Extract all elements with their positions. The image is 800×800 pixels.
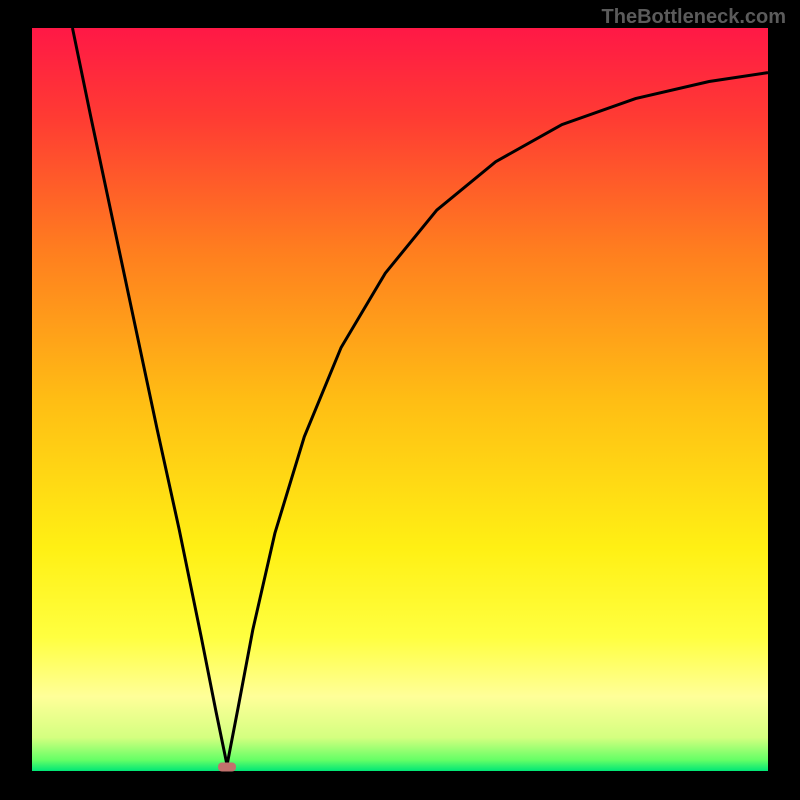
minimum-marker: [218, 763, 236, 772]
watermark-text: TheBottleneck.com: [602, 6, 786, 29]
chart-plot-area: [30, 28, 770, 773]
chart-svg: [32, 28, 768, 771]
curve-left-branch: [72, 28, 227, 765]
curve-right-branch: [227, 73, 768, 765]
